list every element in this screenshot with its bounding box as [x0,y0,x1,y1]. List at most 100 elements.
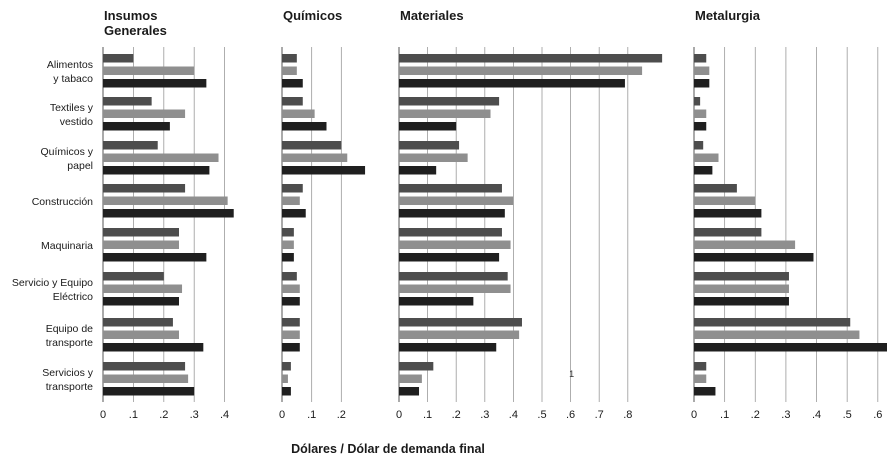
tick-label: .5 [843,409,852,421]
bar [694,54,707,63]
category-label: Químicos y papel [40,146,93,172]
bar [103,66,195,75]
bar [399,141,460,150]
bar [282,196,300,205]
category-label: Maquinaria [41,240,93,252]
bar [103,253,207,262]
tick-label: 0 [396,409,402,421]
tick-label: .2 [751,409,760,421]
bar [694,79,710,88]
bar [282,122,327,131]
bar [103,54,134,63]
bar [282,141,342,150]
bar [103,166,210,175]
bar [399,318,522,327]
bar [282,166,366,175]
bar [103,209,234,218]
tick-label: .1 [129,409,138,421]
panel-3: 0 .1 .2 .3 .4 .5 .6 .7 .8 [396,47,663,421]
bar [282,297,300,306]
tick-label: 0 [100,409,106,421]
bar [694,228,762,237]
tick-label: 0 [691,409,697,421]
bar [399,272,508,281]
bar [694,374,707,383]
panel-2: 0 .1 .2 [279,47,366,421]
bar [694,66,710,75]
bar [282,228,294,237]
tick-label: .8 [623,409,632,421]
tick-label: .1 [423,409,432,421]
bar [399,253,500,262]
bar [399,66,643,75]
bar [282,66,297,75]
bar [694,362,707,371]
bar [399,79,625,88]
bar [694,253,814,262]
bar [103,362,186,371]
bar [694,387,716,396]
bar [399,228,502,237]
bar [282,318,300,327]
tick-label: .2 [452,409,461,421]
category-label: Textiles y vestido [50,102,94,128]
bar [399,343,497,352]
tick-label: 0 [279,409,285,421]
bar [694,196,756,205]
bar [282,374,288,383]
tick-label: .6 [566,409,575,421]
bar [399,184,502,193]
bar [399,109,491,118]
bar [694,297,789,306]
panel-1: 0 .1 .2 .3 .4 [100,47,234,421]
bar [282,387,291,396]
tick-label: .4 [220,409,229,421]
bar [282,240,294,249]
bar [282,343,300,352]
bar [399,196,514,205]
category-label: Servicio y Equipo Eléctrico [12,277,93,303]
category-labels: Alimentos y tabaco Textiles y vestido Químic… [12,59,94,393]
bar [103,284,183,293]
bar [694,240,796,249]
bar [282,54,297,63]
bar [282,153,348,162]
bar [399,387,420,396]
bar [103,79,207,88]
panel-title: Químicos [283,8,342,23]
bar [694,141,704,150]
bar [399,330,520,339]
bar [694,318,851,327]
bar [694,330,860,339]
bar [103,387,195,396]
bar [103,141,158,150]
bar [399,97,500,106]
bar [399,374,422,383]
bar [694,184,737,193]
bar [282,79,303,88]
bar [282,97,303,106]
bar [282,284,300,293]
bar [282,272,297,281]
bar [399,122,457,131]
panel-title: Materiales [400,8,464,23]
tick-label: .4 [812,409,821,421]
tick-label: .5 [537,409,546,421]
category-label: Servicios y transporte [42,367,94,393]
bar [399,284,511,293]
tick-label: .7 [595,409,604,421]
bar [282,109,315,118]
bar [103,343,204,352]
tick-label: .2 [159,409,168,421]
bar [282,184,303,193]
bar [103,374,189,383]
category-label: Equipo de transporte [46,323,93,349]
bar [103,240,179,249]
stray-annotation: 1 [569,369,574,379]
tick-label: .1 [720,409,729,421]
bar [103,153,219,162]
bar [282,209,306,218]
bar [399,362,434,371]
bar [399,240,511,249]
chart-panels: 0 .1 .2 .3 .4 0 .1 .2 0 .1 .2 .3 .4 .5 .6 .7 .8 0 .1 .2 .3 .4… [100,47,887,421]
